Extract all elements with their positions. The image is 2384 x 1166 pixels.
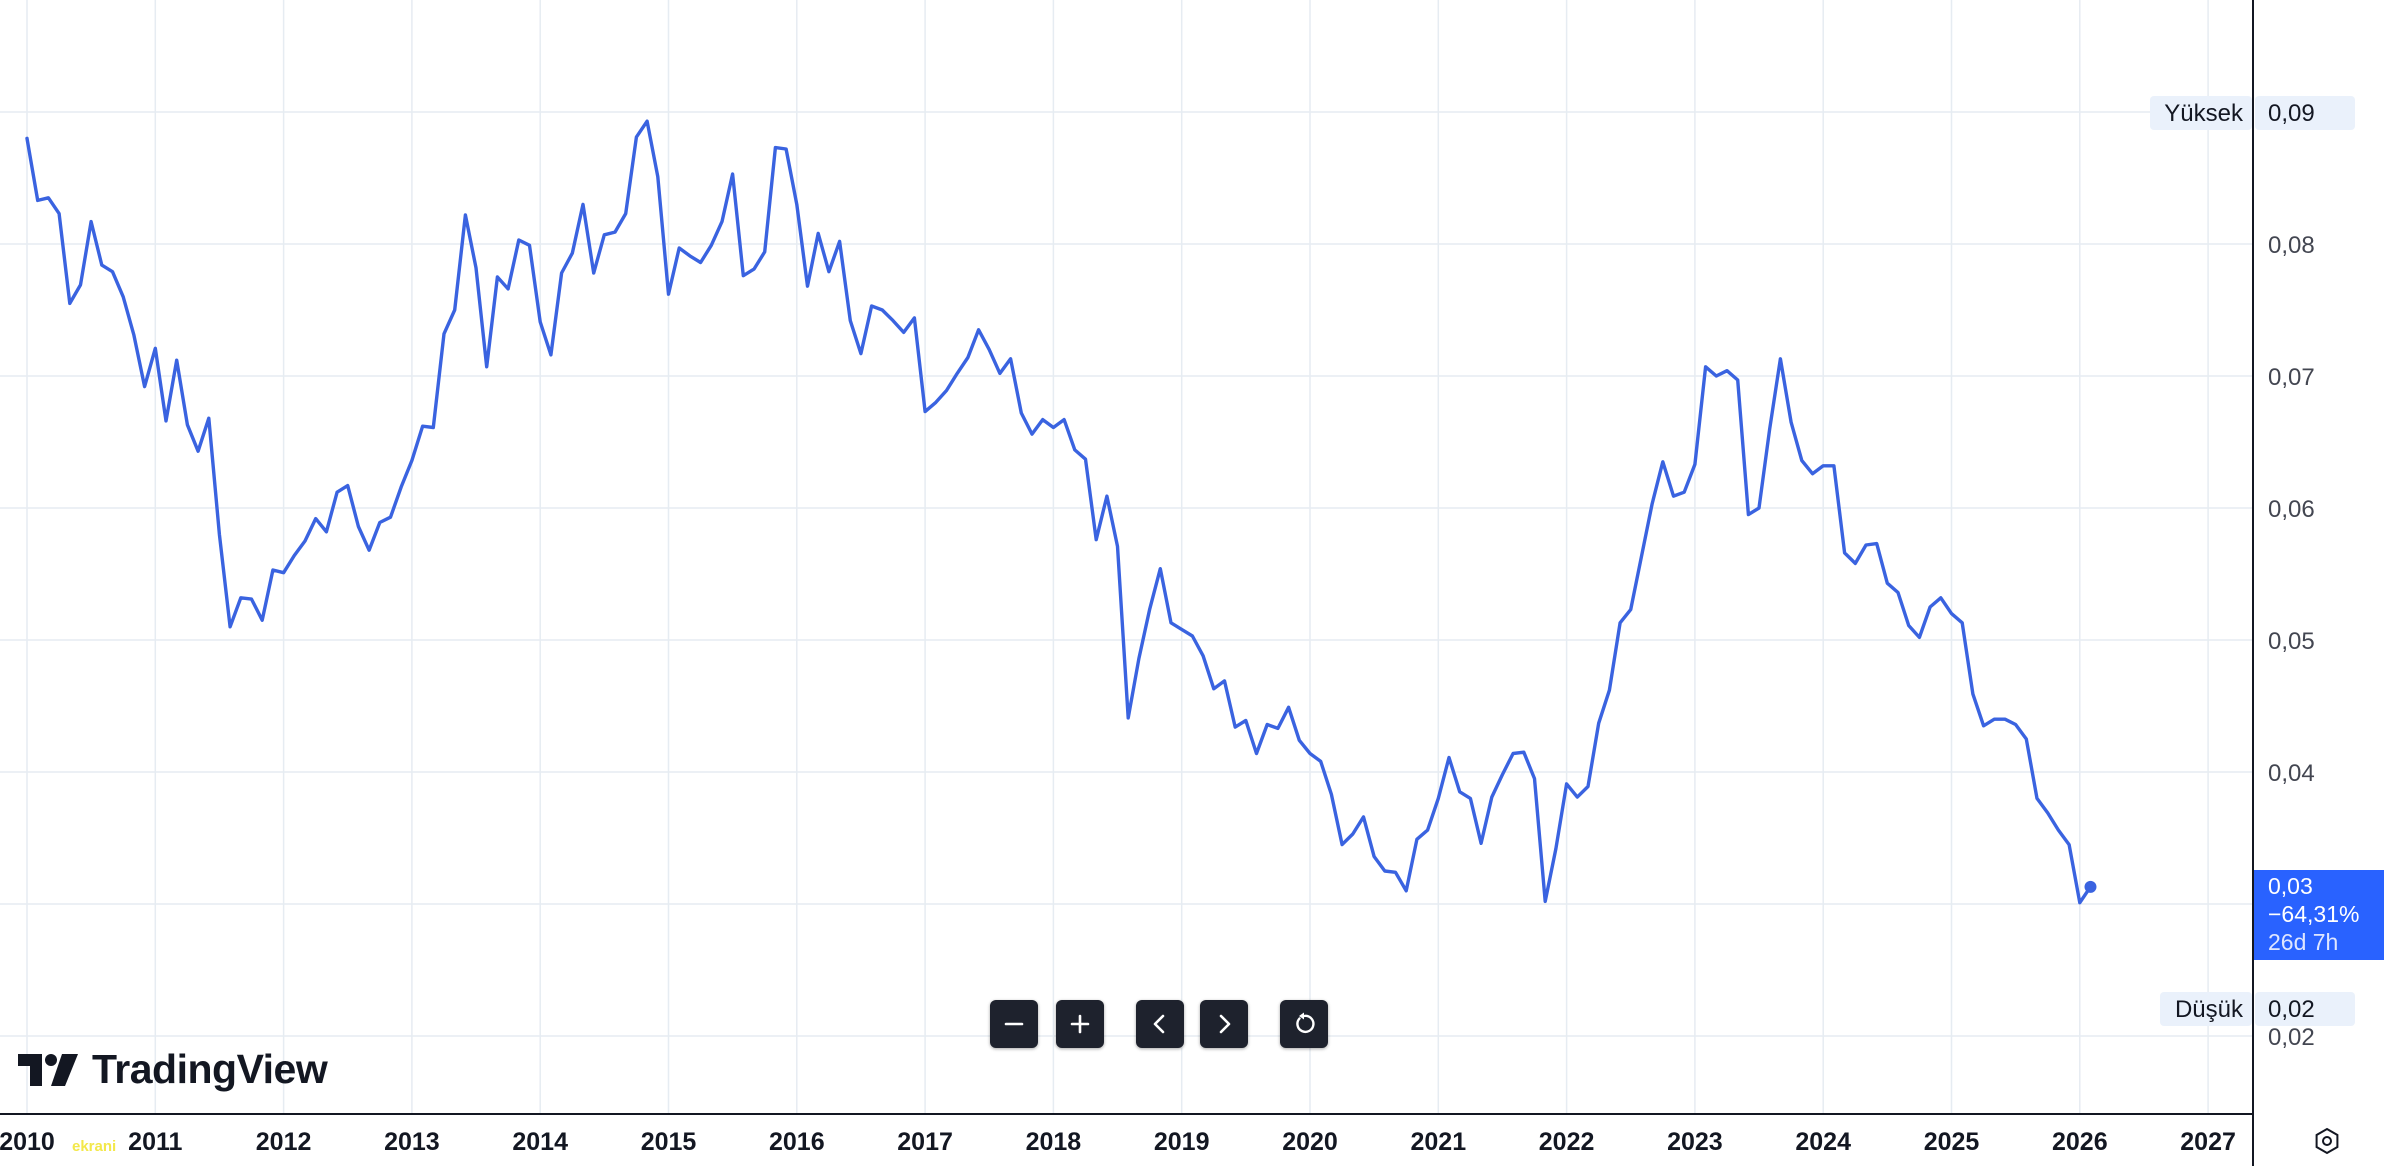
settings-icon [2315, 1127, 2339, 1155]
low-value-bg [2255, 992, 2355, 1026]
last-price-value: 0,03 [2268, 873, 2313, 899]
last-point [2084, 880, 2097, 893]
chevron-left-icon [1153, 1014, 1165, 1034]
tradingview-logo-icon [18, 1053, 78, 1086]
x-tick-label: 2023 [1667, 1128, 1723, 1156]
tradingview-logo[interactable]: TradingView [18, 1046, 328, 1093]
axes [0, 0, 2254, 1166]
zoom-in-button[interactable] [1056, 1000, 1104, 1048]
x-tick-label: 2013 [384, 1128, 440, 1156]
zoom-out-button[interactable] [990, 1000, 1038, 1048]
x-axis-labels: 2010 2011 2012 2013 2014 2015 2016 2017 2018 2019… [0, 1128, 2236, 1156]
x-tick-label: 2022 [1539, 1128, 1595, 1156]
x-tick-label: 2027 [2180, 1128, 2236, 1156]
settings-button[interactable] [2310, 1124, 2344, 1158]
grid-lines [0, 0, 2253, 1114]
x-tick-label: 2017 [897, 1128, 953, 1156]
y-tick-label: 0,08 [2268, 232, 2315, 259]
x-tick-label: 2016 [769, 1128, 825, 1156]
x-tick-label: 2020 [1282, 1128, 1338, 1156]
x-tick-label: 2026 [2052, 1128, 2108, 1156]
high-label: Yüksek [2164, 100, 2244, 127]
low-label: Düşük [2175, 996, 2244, 1023]
high-value-bg [2255, 96, 2355, 130]
x-tick-label: 2015 [641, 1128, 697, 1156]
x-tick-label: 2011 [128, 1128, 182, 1156]
y-tick-label: 0,04 [2268, 760, 2315, 787]
scroll-right-button[interactable] [1200, 1000, 1248, 1048]
scroll-left-button[interactable] [1136, 1000, 1184, 1048]
y-tick-label: 0,02 [2268, 1024, 2315, 1051]
x-tick-label: 2021 [1410, 1128, 1466, 1156]
price-series [25, 119, 2097, 905]
last-price-change: −64,31% [2268, 901, 2359, 927]
last-price-countdown: 26d 7h [2268, 929, 2338, 955]
x-tick-label: 2024 [1795, 1128, 1851, 1156]
x-tick-label: 2014 [512, 1128, 568, 1156]
low-label-bg [2160, 992, 2252, 1026]
high-value: 0,09 [2268, 100, 2315, 127]
watermark: ekrani [72, 1138, 117, 1155]
minus-icon [1004, 1022, 1024, 1026]
x-tick-label: 2010 [0, 1128, 55, 1156]
x-tick-label: 2025 [1924, 1128, 1980, 1156]
y-tick-label: 0,05 [2268, 628, 2315, 655]
brand-name: TradingView [92, 1046, 328, 1092]
price-line [25, 119, 2093, 905]
low-value: 0,02 [2268, 996, 2315, 1023]
reset-icon [1296, 1012, 1315, 1034]
x-tick-label: 2012 [256, 1128, 312, 1156]
last-price-box [2254, 870, 2384, 960]
price-markers: Yüksek 0,09 Düşük 0,02 0,03−64,31%26d 7h [2150, 96, 2384, 1026]
y-tick-label: 0,06 [2268, 496, 2315, 523]
x-tick-label: 2019 [1154, 1128, 1210, 1156]
y-tick-label: 0,07 [2268, 364, 2315, 391]
reset-button[interactable] [1280, 1000, 1328, 1048]
chevron-right-icon [1219, 1014, 1231, 1034]
high-label-bg [2150, 96, 2252, 130]
plus-icon [1070, 1014, 1090, 1034]
x-tick-label: 2018 [1026, 1128, 1082, 1156]
